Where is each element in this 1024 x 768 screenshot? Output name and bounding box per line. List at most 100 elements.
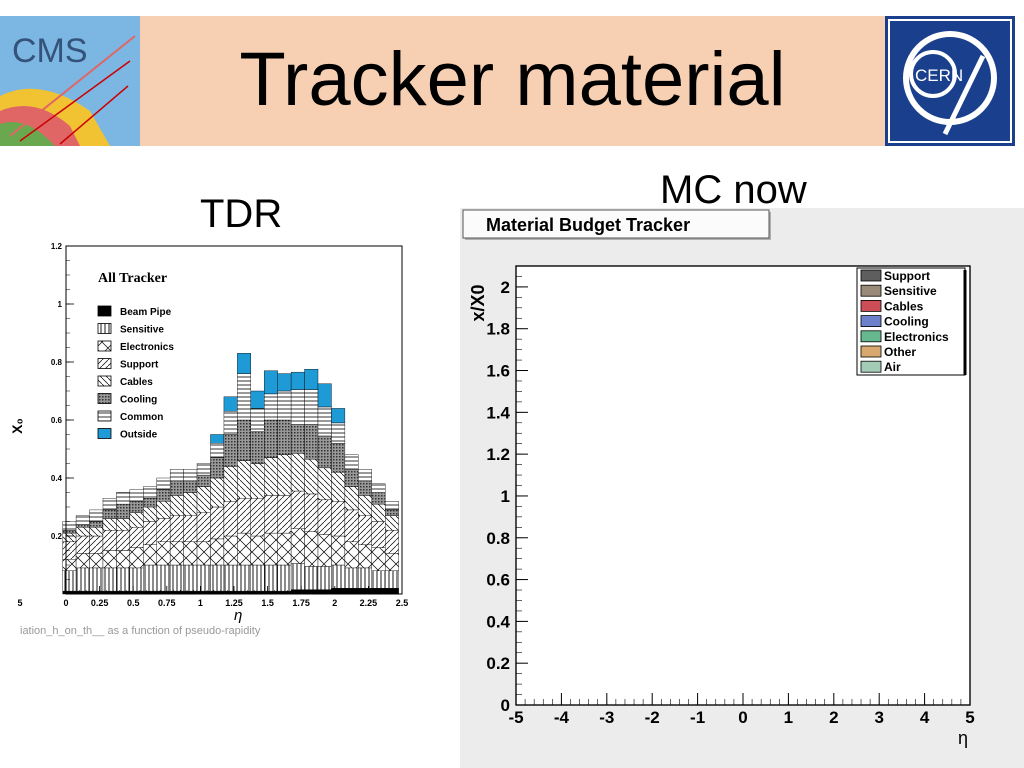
tdr-bar-sensitive [277, 564, 292, 592]
tdr-x-tick-label: 1.25 [225, 598, 243, 608]
tdr-bar-sensitive [75, 567, 90, 592]
mc-y-tick-label: 1 [501, 487, 510, 506]
tdr-bar-cooling [277, 419, 292, 455]
tdr-bar-electronics [169, 541, 184, 566]
cern-logo: CERN [885, 16, 1015, 146]
tdr-legend-swatch [97, 323, 112, 334]
mc-y-tick-label: 0.4 [486, 612, 510, 631]
tdr-bar-electronics [210, 538, 225, 566]
tdr-bar-common [210, 442, 225, 458]
tdr-bar-sensitive [371, 570, 386, 589]
tdr-bar-common [371, 483, 386, 493]
tdr-x-tick-label: 1 [198, 598, 203, 608]
tdr-bar-sensitive [317, 566, 332, 590]
tdr-bar-sensitive [143, 564, 157, 592]
tdr-bar-beam-pipe [344, 588, 359, 595]
cms-logo: CMS [0, 16, 140, 146]
tdr-bar-support [344, 509, 359, 542]
tdr-bar-cooling [290, 424, 305, 454]
tdr-bar-support [129, 527, 144, 548]
tdr-bar-cooling [317, 435, 332, 469]
tdr-bar-common [344, 454, 359, 470]
tdr-bar-electronics [116, 550, 131, 569]
tdr-bar-common [358, 469, 372, 482]
mc-x-tick-label: -3 [599, 708, 614, 727]
tdr-bar-cables [331, 471, 346, 502]
tdr-bar-cooling [385, 509, 399, 516]
tdr-bar-cables [290, 453, 305, 492]
tdr-bar-support [102, 530, 117, 551]
tdr-bar-common [169, 469, 184, 482]
tdr-bar-common [62, 521, 77, 531]
tdr-axes: 0 0.25 0.5 0.75 1 1.25 1.5 1.75 2 2.25 2.5 5 0.2 0.4 0… [17, 242, 408, 608]
tdr-bar-sensitive [385, 570, 399, 589]
tdr-bar-cables [102, 518, 117, 531]
tdr-bar-common [183, 469, 198, 482]
tdr-bar-support [210, 506, 225, 540]
tdr-bar-sensitive [250, 564, 265, 592]
mc-x-tick-label: 3 [874, 708, 883, 727]
tdr-bar-outside [304, 369, 319, 390]
mc-y-tick-label: 1.2 [486, 445, 510, 464]
tdr-x-tick-label: 2.5 [396, 598, 409, 608]
tdr-bar-cables [250, 463, 265, 499]
tdr-bar-electronics [277, 532, 292, 566]
mc-y-tick-label: 2 [501, 278, 510, 297]
mc-x-tick-label: -2 [645, 708, 660, 727]
tdr-bar-outside [210, 434, 225, 444]
tdr-bar-electronics [143, 544, 157, 566]
tdr-legend-label: Common [120, 412, 163, 423]
tdr-bar-sensitive [129, 567, 144, 592]
tdr-bar-cables [183, 492, 198, 516]
tdr-bar-cooling [62, 530, 77, 534]
tdr-bar-support [143, 521, 157, 545]
tdr-bar-cooling [143, 498, 157, 508]
tdr-bar-support [317, 499, 332, 535]
tdr-bar-cables [116, 518, 131, 531]
mc-x-tick-label: 1 [784, 708, 793, 727]
mc-chart: Material Budget Tracker -5 -4 -3 -2 -1 0 1 2 3 4 5… [460, 208, 1024, 768]
tdr-bar-cables [371, 503, 386, 522]
tdr-bar-common [264, 393, 278, 421]
tdr-bar-cooling [129, 501, 144, 514]
tdr-bar-support [385, 530, 399, 554]
mc-legend-label: Support [884, 269, 930, 283]
tdr-bar-sensitive [264, 564, 278, 592]
tdr-x-tick-label: 0.5 [127, 598, 140, 608]
tdr-bar-beam-pipe [304, 589, 319, 595]
tdr-bar-cooling [102, 509, 117, 519]
tdr-bar-support [237, 498, 252, 534]
tdr-bar-outside [290, 371, 305, 390]
mc-legend-label: Sensitive [884, 284, 937, 298]
tdr-bar-electronics [129, 547, 144, 569]
tdr-bar-common [250, 408, 265, 432]
tdr-y-tick-label: 1 [58, 300, 63, 309]
tdr-bar-electronics [371, 547, 386, 572]
tdr-legend-label: Beam Pipe [120, 307, 172, 318]
tdr-bar-common [129, 489, 144, 502]
cms-logo-text: CMS [12, 32, 88, 70]
tdr-bar-electronics [237, 532, 252, 566]
tdr-bar-cables [237, 460, 252, 499]
tdr-bar-cables [358, 495, 372, 516]
tdr-bar-cooling [304, 424, 319, 460]
tdr-legend-label: Cooling [120, 395, 157, 406]
tdr-legend-swatch [97, 340, 112, 352]
tdr-bar-sensitive [89, 567, 104, 592]
tdr-bar-common [304, 389, 319, 425]
tdr-bar-sensitive [196, 564, 211, 592]
mc-y-tick-label: 0.6 [486, 571, 510, 590]
tdr-bar-cooling [223, 434, 238, 467]
tdr-bar-support [358, 515, 372, 545]
tdr-bar-cables [344, 486, 359, 511]
tdr-x-tick-label: 0.75 [158, 598, 176, 608]
tdr-bar-sensitive [304, 566, 319, 590]
tdr-bar-beam-pipe [371, 588, 386, 595]
tdr-y-tick-label: 1.2 [51, 242, 63, 251]
tdr-y-tick-label: 0.2 [51, 532, 63, 541]
tdr-label: TDR [200, 192, 283, 236]
tdr-bar-electronics [264, 532, 278, 566]
tdr-bar-common [143, 486, 157, 499]
tdr-bar-cables [210, 477, 225, 508]
mc-legend-swatch [860, 330, 882, 343]
